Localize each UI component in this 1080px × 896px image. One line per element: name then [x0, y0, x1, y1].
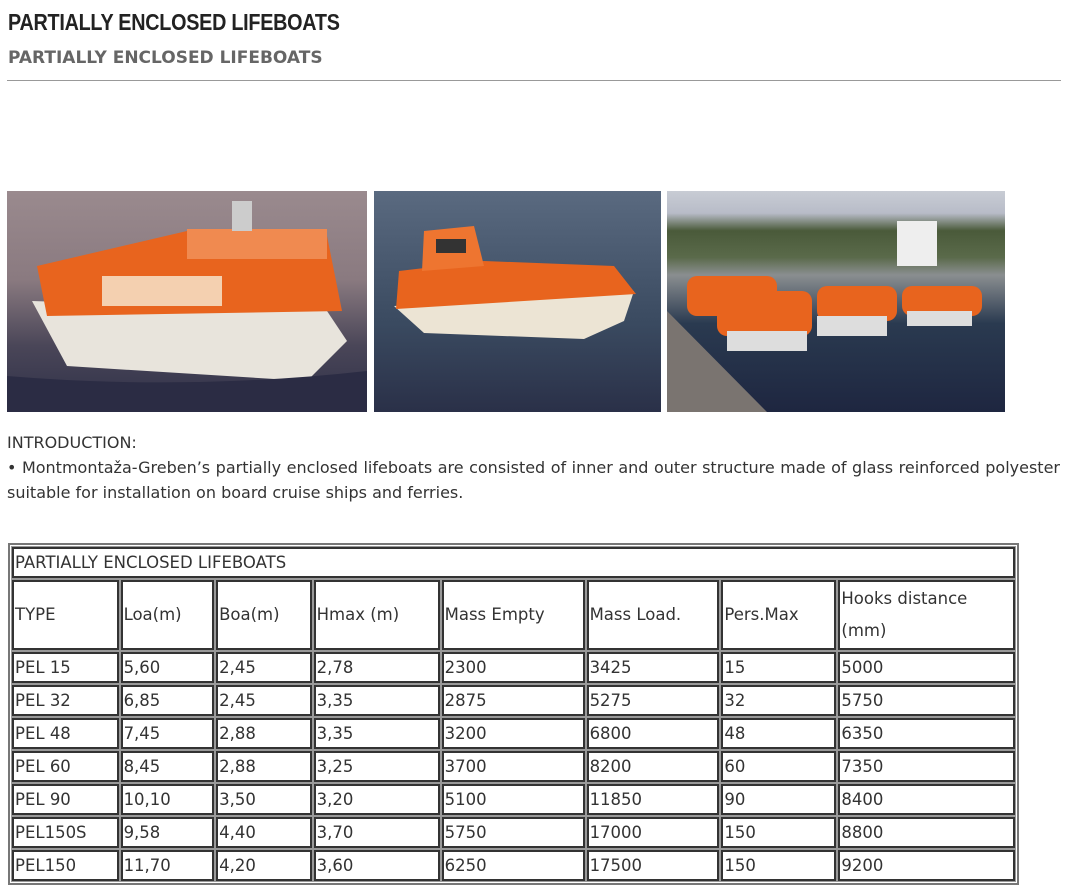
table-cell: PEL150S [11, 816, 120, 849]
table-cell: 8800 [837, 816, 1016, 849]
table-cell: 3425 [585, 651, 721, 684]
table-cell: PEL 90 [11, 783, 120, 816]
table-cell: 6,85 [119, 684, 216, 717]
table-row: PEL150S 9,58 4,40 3,70 5750 17000 150 8800 [11, 816, 1016, 849]
table-cell: PEL 15 [11, 651, 120, 684]
table-cell: 2,88 [215, 750, 313, 783]
table-cell: 15 [720, 651, 838, 684]
column-header: Hmax (m) [312, 579, 441, 651]
table-cell: PEL 60 [11, 750, 120, 783]
table-cell: 5750 [440, 816, 586, 849]
table-row: PEL 15 5,60 2,45 2,78 2300 3425 15 5000 [11, 651, 1016, 684]
table-cell: 3200 [440, 717, 586, 750]
table-cell: 8400 [837, 783, 1016, 816]
table-cell: 3,50 [215, 783, 313, 816]
table-cell: 10,10 [119, 783, 216, 816]
table-cell: 3,20 [312, 783, 441, 816]
table-cell: 5275 [585, 684, 721, 717]
table-cell: 32 [720, 684, 838, 717]
table-cell: 2300 [440, 651, 586, 684]
table-cell: 7350 [837, 750, 1016, 783]
table-cell: 3,25 [312, 750, 441, 783]
table-cell: 4,20 [215, 849, 313, 882]
table-cell: 2,78 [312, 651, 441, 684]
table-cell: 2875 [440, 684, 586, 717]
table-cell: 48 [720, 717, 838, 750]
table-cell: 7,45 [119, 717, 216, 750]
lifeboat-photo-1 [7, 191, 367, 412]
table-row: PEL150 11,70 4,20 3,60 6250 17500 150 9200 [11, 849, 1016, 882]
table-cell: 5100 [440, 783, 586, 816]
table-cell: 5750 [837, 684, 1016, 717]
column-header: Mass Empty [440, 579, 586, 651]
table-cell: 11850 [585, 783, 721, 816]
table-header-row: TYPE Loa(m) Boa(m) Hmax (m) Mass Empty Mass L… [11, 579, 1016, 651]
table-cell: PEL 48 [11, 717, 120, 750]
table-row: PEL 60 8,45 2,88 3,25 3700 8200 60 7350 [11, 750, 1016, 783]
table-cell: 60 [720, 750, 838, 783]
introduction-heading: INTRODUCTION: [7, 433, 137, 452]
table-cell: 6800 [585, 717, 721, 750]
table-cell: 17000 [585, 816, 721, 849]
column-header: Loa(m) [119, 579, 216, 651]
table-cell: 4,40 [215, 816, 313, 849]
table-cell: 9,58 [119, 816, 216, 849]
table-cell: PEL150 [11, 849, 120, 882]
table-cell: 17500 [585, 849, 721, 882]
column-header: Mass Load. [585, 579, 721, 651]
page-title: PARTIALLY ENCLOSED LIFEBOATS [8, 9, 340, 35]
table-cell: 5000 [837, 651, 1016, 684]
lifeboat-photo-3 [667, 191, 1005, 412]
divider [7, 80, 1061, 81]
column-header: Hooks distance (mm) [837, 579, 1016, 651]
column-header: TYPE [11, 579, 120, 651]
table-cell: 8,45 [119, 750, 216, 783]
introduction-section: INTRODUCTION: • Montmontaža-Greben’s par… [7, 430, 1060, 505]
table-cell: 3700 [440, 750, 586, 783]
lifeboat-photo-2 [374, 191, 661, 412]
table-cell: 11,70 [119, 849, 216, 882]
table-cell: 3,35 [312, 684, 441, 717]
table-cell: 8200 [585, 750, 721, 783]
table-cell: 3,60 [312, 849, 441, 882]
table-cell: 2,45 [215, 684, 313, 717]
table-row: PEL 48 7,45 2,88 3,35 3200 6800 48 6350 [11, 717, 1016, 750]
table-cell: PEL 32 [11, 684, 120, 717]
introduction-text: • Montmontaža-Greben’s partially enclose… [7, 458, 1060, 502]
column-header: Pers.Max [720, 579, 838, 651]
table-cell: 150 [720, 816, 838, 849]
table-cell: 2,88 [215, 717, 313, 750]
page-subtitle: PARTIALLY ENCLOSED LIFEBOATS [8, 48, 323, 68]
table-cell: 5,60 [119, 651, 216, 684]
column-header: Boa(m) [215, 579, 313, 651]
table-cell: 90 [720, 783, 838, 816]
table-cell: 9200 [837, 849, 1016, 882]
table-cell: 150 [720, 849, 838, 882]
table-row: PEL 32 6,85 2,45 3,35 2875 5275 32 5750 [11, 684, 1016, 717]
table-cell: 3,35 [312, 717, 441, 750]
table-cell: 6250 [440, 849, 586, 882]
lifeboat-specs-table: PARTIALLY ENCLOSED LIFEBOATS TYPE Loa(m) B… [8, 543, 1019, 885]
table-cell: 6350 [837, 717, 1016, 750]
table-caption: PARTIALLY ENCLOSED LIFEBOATS [11, 546, 1016, 579]
table-cell: 3,70 [312, 816, 441, 849]
table-cell: 2,45 [215, 651, 313, 684]
table-row: PEL 90 10,10 3,50 3,20 5100 11850 90 8400 [11, 783, 1016, 816]
